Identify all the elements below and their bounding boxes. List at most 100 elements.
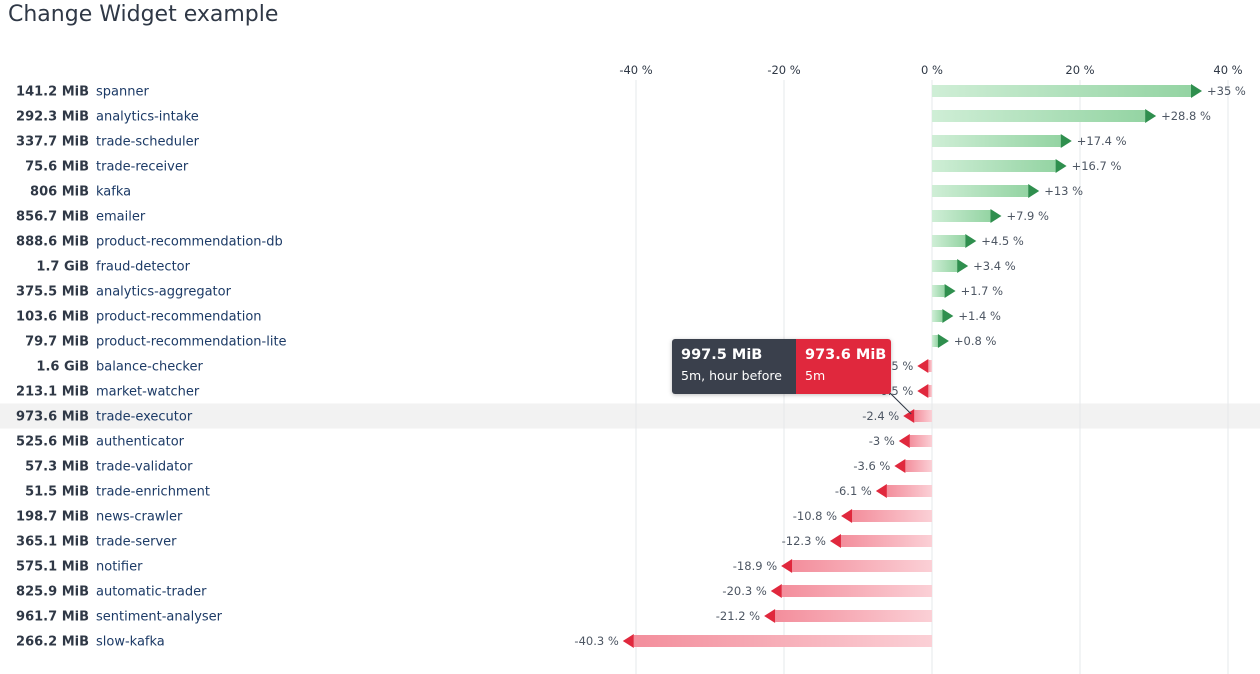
change-bar[interactable]	[905, 460, 932, 472]
change-bar[interactable]	[932, 310, 943, 322]
row-size-value: 856.7 MiB	[16, 210, 89, 225]
row-size-value: 266.2 MiB	[16, 635, 89, 650]
change-bar[interactable]	[909, 435, 932, 447]
row-service-name[interactable]: product-recommendation-lite	[96, 335, 287, 350]
change-bar[interactable]	[932, 285, 945, 297]
change-value-label: +3.4 %	[973, 259, 1016, 273]
change-value-label: +7.9 %	[1006, 209, 1049, 223]
change-bar[interactable]	[932, 185, 1029, 197]
row-size-value: 292.3 MiB	[16, 110, 89, 125]
change-value-label: +0.8 %	[954, 334, 997, 348]
change-bar[interactable]	[932, 135, 1061, 147]
change-arrow-marker	[875, 484, 887, 498]
row-size-value: 75.6 MiB	[25, 160, 89, 175]
change-bar[interactable]	[928, 385, 932, 397]
change-bar[interactable]	[932, 235, 966, 247]
row-service-name[interactable]: news-crawler	[96, 510, 183, 525]
change-arrow-marker	[764, 609, 776, 623]
row-service-name[interactable]: slow-kafka	[96, 635, 165, 650]
change-arrow-marker	[917, 384, 929, 398]
change-bar[interactable]	[932, 160, 1056, 172]
row-size-value: 79.7 MiB	[25, 335, 89, 350]
row-service-name[interactable]: emailer	[96, 210, 146, 225]
change-value-label: -21.2 %	[716, 609, 760, 623]
row-size-value: 57.3 MiB	[25, 460, 89, 475]
row-size-value: 51.5 MiB	[25, 485, 89, 500]
change-value-label: -12.3 %	[782, 534, 826, 548]
change-value-label: +1.4 %	[958, 309, 1001, 323]
change-arrow-marker	[770, 584, 782, 598]
change-arrow-marker	[781, 559, 793, 573]
change-arrow-marker	[829, 534, 841, 548]
change-bar[interactable]	[781, 585, 932, 597]
row-size-value: 103.6 MiB	[16, 310, 89, 325]
change-bar[interactable]	[633, 635, 932, 647]
row-service-name[interactable]: analytics-intake	[96, 110, 199, 125]
change-arrow-marker	[957, 259, 969, 273]
row-size-value: 1.6 GiB	[36, 360, 89, 375]
change-value-label: +4.5 %	[981, 234, 1024, 248]
change-arrow-marker	[622, 634, 634, 648]
tooltip-now-value: 973.6 MiB	[805, 347, 887, 363]
change-value-label: +28.8 %	[1161, 109, 1211, 123]
row-service-name[interactable]: product-recommendation-db	[96, 235, 283, 250]
change-arrow-marker	[942, 309, 954, 323]
row-service-name[interactable]: spanner	[96, 85, 149, 100]
row-service-name[interactable]: market-watcher	[96, 385, 200, 400]
row-service-name[interactable]: analytics-aggregator	[96, 285, 232, 300]
tooltip-now-panel: 973.6 MiB 5m	[796, 339, 891, 394]
row-service-name[interactable]: trade-receiver	[96, 160, 189, 175]
tooltip-pointer-line	[887, 390, 912, 415]
row-service-name[interactable]: trade-enrichment	[96, 485, 210, 500]
row-size-value: 365.1 MiB	[16, 535, 89, 550]
row-size-value: 825.9 MiB	[16, 585, 89, 600]
row-service-name[interactable]: notifier	[96, 560, 143, 575]
x-tick-label: 40 %	[1213, 63, 1242, 77]
tooltip-now-label: 5m	[805, 368, 826, 383]
change-arrow-marker	[990, 209, 1002, 223]
row-size-value: 1.7 GiB	[36, 260, 89, 275]
change-arrow-marker	[944, 284, 956, 298]
row-service-name[interactable]: balance-checker	[96, 360, 203, 375]
change-bar[interactable]	[932, 85, 1191, 97]
x-tick-label: -20 %	[767, 63, 800, 77]
change-arrow-marker	[1055, 159, 1067, 173]
change-value-label: -18.9 %	[733, 559, 777, 573]
row-service-name[interactable]: trade-scheduler	[96, 135, 200, 150]
change-bar[interactable]	[775, 610, 932, 622]
change-value-label: +16.7 %	[1072, 159, 1122, 173]
change-value-label: -40.3 %	[574, 634, 618, 648]
row-size-value: 961.7 MiB	[16, 610, 89, 625]
row-service-name[interactable]: authenticator	[96, 435, 185, 450]
tooltip-before-label: 5m, hour before	[681, 368, 782, 383]
change-value-label: +13 %	[1044, 184, 1083, 198]
row-service-name[interactable]: kafka	[96, 185, 131, 200]
change-arrow-marker	[903, 409, 915, 423]
row-service-name[interactable]: trade-server	[96, 535, 177, 550]
change-bar[interactable]	[928, 360, 932, 372]
change-bar[interactable]	[914, 410, 932, 422]
change-bar[interactable]	[932, 110, 1146, 122]
change-bar[interactable]	[886, 485, 932, 497]
change-arrow-marker	[1191, 84, 1202, 98]
row-service-name[interactable]: trade-executor	[96, 410, 193, 425]
change-bar[interactable]	[792, 560, 932, 572]
row-service-name[interactable]: automatic-trader	[96, 585, 207, 600]
change-bar[interactable]	[932, 260, 958, 272]
change-bar[interactable]	[932, 210, 991, 222]
row-size-value: 806 MiB	[30, 185, 89, 200]
row-service-name[interactable]: fraud-detector	[96, 260, 191, 275]
row-service-name[interactable]: product-recommendation	[96, 310, 262, 325]
row-size-value: 888.6 MiB	[16, 235, 89, 250]
x-tick-label: 0 %	[921, 63, 943, 77]
row-size-value: 141.2 MiB	[16, 85, 89, 100]
change-bar[interactable]	[840, 535, 932, 547]
row-service-name[interactable]: trade-validator	[96, 460, 193, 475]
change-value-label: -6.1 %	[835, 484, 872, 498]
row-size-value: 973.6 MiB	[16, 410, 89, 425]
change-bar[interactable]	[852, 510, 932, 522]
change-arrow-marker	[1028, 184, 1040, 198]
change-bar[interactable]	[932, 335, 938, 347]
row-service-name[interactable]: sentiment-analyser	[96, 610, 223, 625]
change-arrow-marker	[1145, 109, 1157, 123]
